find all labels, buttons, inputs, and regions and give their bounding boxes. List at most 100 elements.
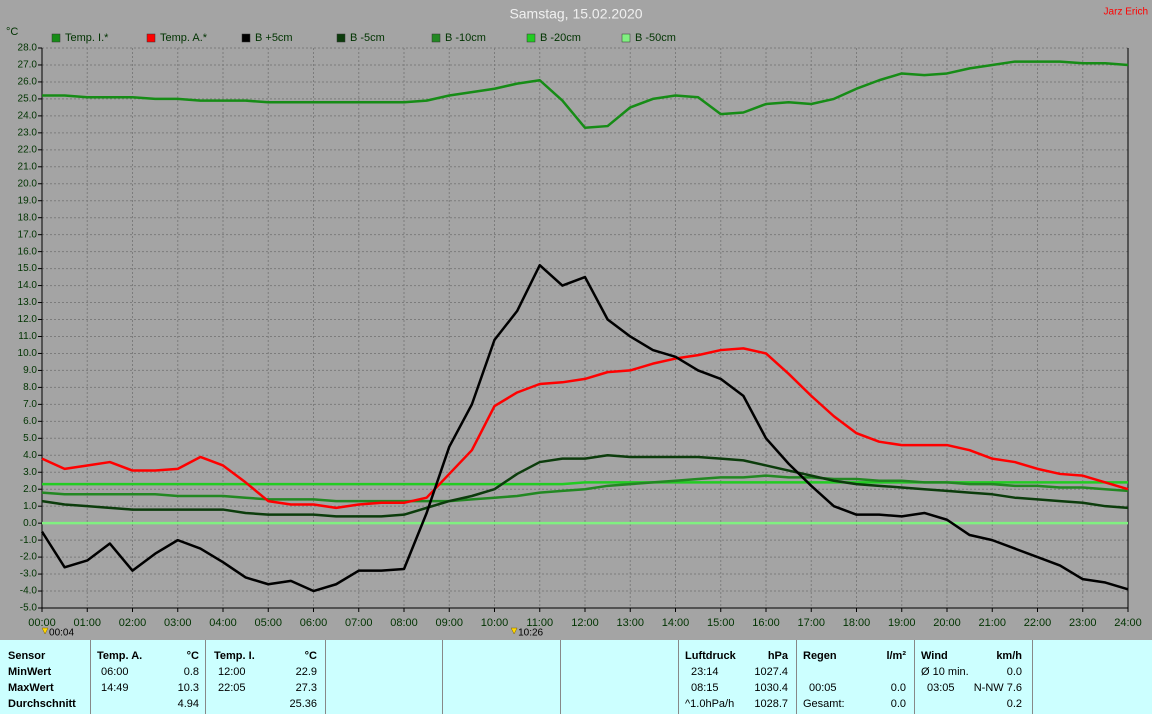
x-tick-label: 08:00 — [390, 617, 418, 629]
y-tick-label: 20.0 — [18, 178, 38, 189]
cell: 12:00 — [218, 666, 246, 678]
cell: 08:15 — [691, 682, 719, 694]
series-line — [42, 60, 1129, 130]
stats-col: Wind km/h Ø 10 min. 0.0 03:05 N-NW 7.6 0… — [914, 640, 1032, 714]
row-label: Durchschnitt — [8, 698, 76, 710]
legend-label: B -20cm — [540, 32, 581, 44]
y-tick-label: -3.0 — [20, 569, 38, 580]
cell: Temp. A. — [97, 650, 143, 662]
legend-label: B +5cm — [255, 32, 293, 44]
cell: 1027.4 — [754, 666, 788, 678]
cell: 0.0 — [890, 682, 906, 694]
legend-swatch — [146, 33, 156, 43]
series-line — [40, 263, 1129, 593]
legend-label: B -10cm — [445, 32, 486, 44]
y-tick-label: -2.0 — [20, 552, 38, 563]
y-tick-label: -5.0 — [20, 603, 38, 614]
x-tick-label: 05:00 — [254, 617, 282, 629]
marker-label: 00:04 — [49, 628, 74, 639]
x-tick-label: 11:00 — [526, 617, 553, 629]
x-tick-label: 24:00 — [1114, 617, 1142, 629]
y-tick-label: 18.0 — [18, 212, 38, 223]
cell: 06:00 — [101, 666, 129, 678]
cell: Wind — [921, 650, 948, 662]
y-tick-label: 10.0 — [18, 348, 38, 359]
cell: Luftdruck — [685, 650, 736, 662]
y-tick-label: 4.0 — [23, 450, 37, 461]
cell: 1028.7 — [754, 698, 788, 710]
y-tick-label: 21.0 — [18, 161, 38, 172]
series-line — [41, 454, 1129, 518]
cell: 14:49 — [101, 682, 129, 694]
cell: 00:05 — [809, 682, 837, 694]
row-label: Sensor — [8, 650, 46, 662]
x-tick-label: 00:00 — [28, 617, 56, 629]
x-tick-label: 18:00 — [843, 617, 871, 629]
x-tick-label: 17:00 — [797, 617, 825, 629]
y-tick-label: 7.0 — [23, 399, 37, 410]
x-tick-label: 10:00 — [481, 617, 509, 629]
cell: 23:14 — [691, 666, 719, 678]
legend-swatch — [431, 33, 441, 43]
marker-label: 10:26 — [518, 628, 543, 639]
stats-col: Regen l/m² 00:05 0.0 Gesamt: 0.0 — [796, 640, 914, 714]
cell: km/h — [996, 650, 1022, 662]
legend-label: Temp. A.* — [160, 32, 208, 44]
y-tick-label: 13.0 — [18, 297, 38, 308]
x-tick-label: 15:00 — [707, 617, 735, 629]
y-tick-label: 24.0 — [18, 111, 38, 122]
legend-label: B -50cm — [635, 32, 676, 44]
cell: 03:05 — [927, 682, 955, 694]
cell: 0.0 — [890, 698, 906, 710]
marker-arrow — [41, 627, 49, 635]
cell: Regen — [803, 650, 837, 662]
cell: 0.0 — [1006, 666, 1022, 678]
cell: Ø 10 min. — [921, 666, 969, 678]
cell: 27.3 — [295, 682, 317, 694]
cell: 10.3 — [177, 682, 199, 694]
cell: 4.94 — [177, 698, 199, 710]
cell: 1030.4 — [754, 682, 788, 694]
cell: 0.2 — [1006, 698, 1022, 710]
stats-col — [1032, 640, 1152, 714]
series-line — [41, 474, 1129, 503]
stats-col — [560, 640, 678, 714]
legend-swatch — [336, 33, 346, 43]
cell: °C — [186, 650, 199, 662]
x-tick-label: 14:00 — [662, 617, 690, 629]
stats-col — [442, 640, 560, 714]
x-tick-label: 03:00 — [164, 617, 192, 629]
y-tick-label: 11.0 — [18, 331, 37, 342]
y-tick-label: -4.0 — [20, 586, 38, 597]
y-tick-label: 27.0 — [18, 60, 38, 71]
x-tick-label: 02:00 — [119, 617, 147, 629]
x-tick-label: 19:00 — [888, 617, 916, 629]
y-tick-label: 5.0 — [23, 433, 37, 444]
x-tick-label: 06:00 — [300, 617, 328, 629]
y-tick-label: 23.0 — [18, 127, 38, 138]
cell: 22.9 — [295, 666, 317, 678]
cell: 0.8 — [183, 666, 199, 678]
y-tick-label: 16.0 — [18, 246, 38, 257]
y-tick-label: 14.0 — [18, 280, 38, 291]
x-tick-label: 13:00 — [616, 617, 644, 629]
cell: N-NW 7.6 — [973, 682, 1022, 694]
y-tick-label: 22.0 — [18, 144, 38, 155]
cell: ^1.0hPa/h — [685, 698, 735, 710]
y-tick-label: 15.0 — [18, 263, 38, 274]
legend-swatch — [621, 33, 631, 43]
x-tick-label: 16:00 — [752, 617, 780, 629]
y-tick-label: 12.0 — [18, 314, 38, 325]
stats-col — [325, 640, 442, 714]
stats-col: Luftdruck hPa 23:14 1027.4 08:15 1030.4 … — [678, 640, 796, 714]
y-tick-label: 3.0 — [23, 467, 37, 478]
x-tick-label: 20:00 — [933, 617, 961, 629]
x-tick-label: 21:00 — [978, 617, 1006, 629]
y-tick-label: 26.0 — [18, 77, 38, 88]
y-tick-label: 0.0 — [23, 518, 37, 529]
row-label: MinWert — [8, 666, 52, 678]
cell: °C — [304, 650, 317, 662]
y-tick-label: 17.0 — [18, 229, 38, 240]
stats-panel: Sensor MinWert MaxWert Durchschnitt Temp… — [0, 640, 1152, 714]
